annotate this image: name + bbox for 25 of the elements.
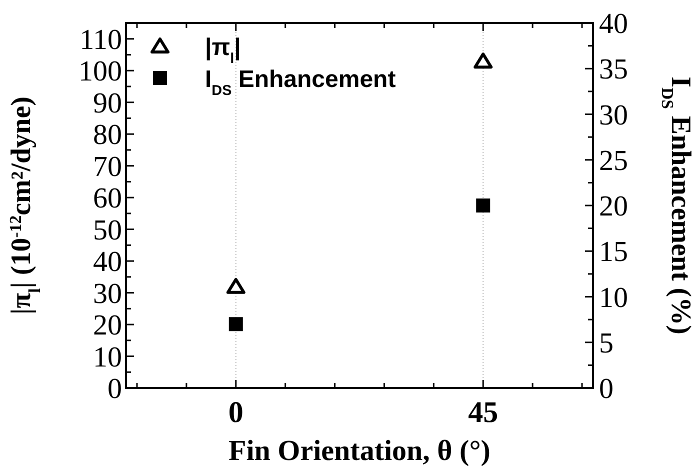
y2-tick-label: 25 xyxy=(599,144,628,177)
y-tick-label: 100 xyxy=(78,56,122,88)
y-tick-label: 50 xyxy=(93,214,122,246)
y-tick-label: 80 xyxy=(93,119,122,152)
y-tick-label: 60 xyxy=(93,182,122,215)
legend-label: |π$_{l}$| xyxy=(205,34,241,67)
y2-tick-label: 5 xyxy=(599,327,614,360)
y2-tick-label: 30 xyxy=(599,99,628,132)
x-tick-label: 45 xyxy=(468,396,498,429)
y2-tick-label: 40 xyxy=(599,8,628,40)
y2-tick-label: 35 xyxy=(599,54,628,86)
y-tick-label: 90 xyxy=(93,87,122,120)
y-tick-label: 30 xyxy=(93,278,122,310)
y-tick-label: 10 xyxy=(93,341,122,374)
y2-tick-label: 15 xyxy=(599,236,628,268)
y-tick-label: 20 xyxy=(93,310,122,342)
y-tick-label: 0 xyxy=(108,373,122,405)
y2-tick-label: 10 xyxy=(599,282,628,314)
y-tick-label: 110 xyxy=(80,24,122,56)
x-axis-title: Fin Orientation, θ (°) xyxy=(228,435,490,467)
y-tick-label: 40 xyxy=(93,246,122,278)
y2-tick-label: 20 xyxy=(599,190,628,222)
y2-tick-label: 0 xyxy=(599,373,614,405)
y-tick-label: 70 xyxy=(93,150,122,183)
legend-label: I$_{DS}$ Enhancement xyxy=(205,66,396,99)
